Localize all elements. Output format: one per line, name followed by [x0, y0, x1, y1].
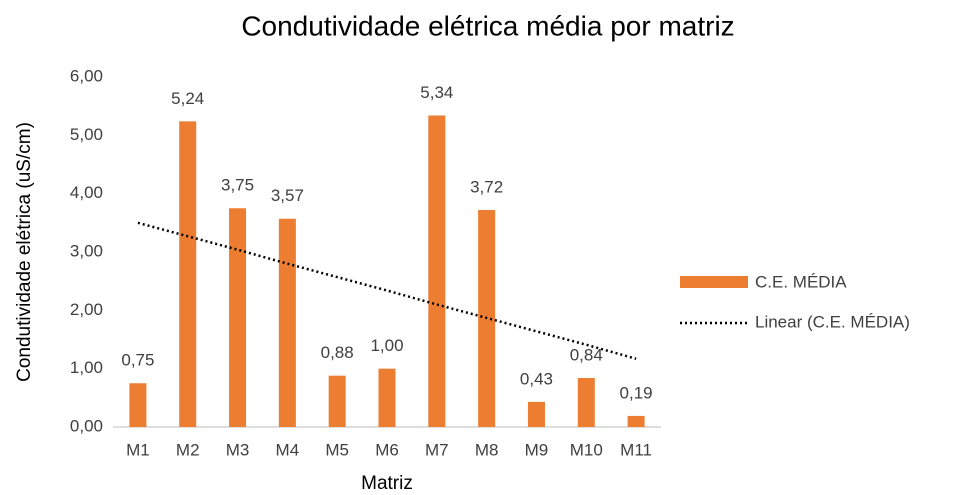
y-tick-label: 4,00 — [70, 183, 103, 202]
x-tick-label: M7 — [425, 440, 449, 459]
trendline — [137, 221, 637, 360]
value-label: 0,43 — [520, 369, 553, 388]
y-axis-title: Condutividade elétrica (uS/cm) — [14, 122, 35, 382]
y-tick-label: 0,00 — [70, 416, 103, 435]
x-tick-label: M6 — [375, 440, 399, 459]
x-axis-title: Matriz — [361, 473, 413, 494]
x-tick-label: M8 — [475, 440, 499, 459]
value-label: 0,75 — [121, 351, 154, 370]
y-tick-label: 5,00 — [70, 125, 103, 144]
chart-title: Condutividade elétrica média por matriz — [241, 10, 734, 41]
value-label: 3,75 — [221, 176, 254, 195]
bar — [627, 415, 645, 427]
value-label: 0,84 — [570, 345, 603, 364]
legend-label: C.E. MÉDIA — [755, 272, 847, 291]
value-label: 3,57 — [271, 186, 304, 205]
x-tick-label: M9 — [525, 440, 549, 459]
bar — [527, 401, 545, 427]
value-label: 0,88 — [321, 343, 354, 362]
x-tick-label: M5 — [325, 440, 349, 459]
bar — [278, 218, 296, 427]
bar — [577, 378, 595, 427]
bar — [428, 115, 446, 427]
value-label: 5,24 — [171, 89, 204, 108]
x-tick-label: M4 — [276, 440, 300, 459]
x-tick-label: M11 — [620, 440, 652, 459]
x-tick-label: M2 — [176, 440, 200, 459]
value-label: 1,00 — [370, 336, 403, 355]
y-tick-label: 2,00 — [70, 300, 103, 319]
bar — [129, 383, 147, 427]
x-tick-label: M3 — [226, 440, 250, 459]
legend-label: Linear (C.E. MÉDIA) — [755, 312, 910, 331]
value-label: 3,72 — [470, 177, 503, 196]
y-tick-label: 3,00 — [70, 241, 103, 260]
bar — [229, 208, 247, 427]
bar — [179, 121, 197, 427]
legend-swatch — [680, 276, 748, 288]
x-tick-label: M10 — [570, 440, 603, 459]
bar — [378, 368, 396, 427]
x-tick-label: M1 — [126, 440, 150, 459]
value-label: 5,34 — [420, 83, 453, 102]
y-tick-label: 1,00 — [70, 358, 103, 377]
y-tick-label: 6,00 — [70, 66, 103, 85]
bar — [328, 375, 346, 427]
value-label: 0,19 — [620, 383, 653, 402]
